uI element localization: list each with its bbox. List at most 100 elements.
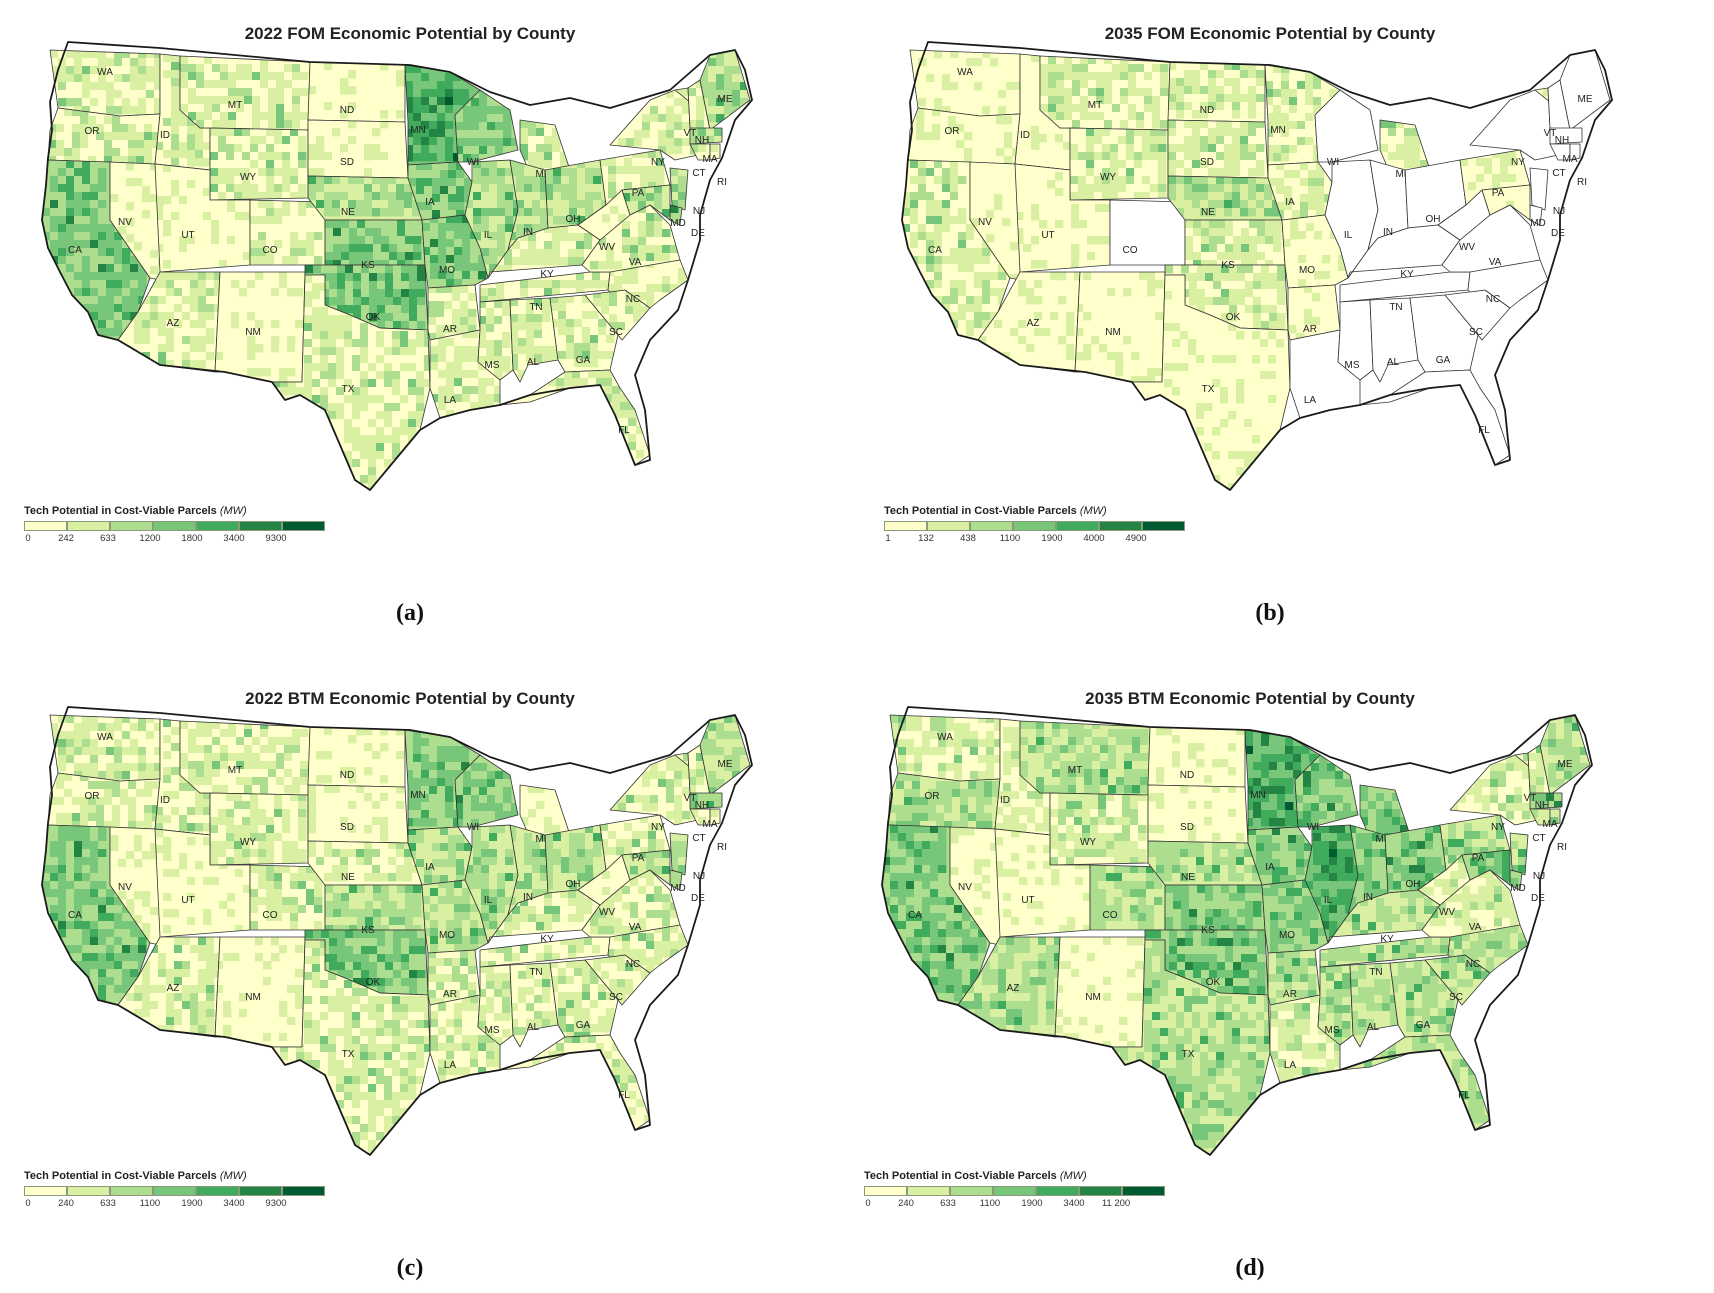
county-cell bbox=[481, 192, 490, 201]
county-cell bbox=[421, 137, 430, 146]
county-cell bbox=[163, 102, 172, 111]
county-cell bbox=[42, 208, 51, 217]
county-cell bbox=[118, 202, 127, 211]
county-cell bbox=[155, 142, 164, 151]
county-cell bbox=[526, 322, 535, 331]
county-cell bbox=[1123, 304, 1132, 313]
county-cell bbox=[163, 220, 172, 229]
county-cell bbox=[360, 435, 369, 444]
county-cell bbox=[1102, 184, 1111, 193]
county-cell bbox=[1388, 136, 1397, 145]
county-cell bbox=[440, 194, 449, 203]
county-cell bbox=[332, 168, 341, 177]
county-cell bbox=[1284, 194, 1293, 203]
county-cell bbox=[1015, 236, 1024, 245]
county-cell bbox=[1297, 89, 1306, 98]
county-cell bbox=[640, 182, 649, 191]
county-cell bbox=[1083, 272, 1092, 281]
county-cell bbox=[320, 315, 329, 324]
county-cell bbox=[1071, 204, 1080, 213]
county-cell bbox=[916, 116, 925, 125]
county-cell bbox=[416, 411, 425, 420]
county-cell bbox=[569, 176, 578, 185]
county-cell bbox=[247, 344, 256, 353]
county-cell bbox=[518, 362, 527, 371]
county-cell bbox=[1213, 305, 1222, 314]
county-cell bbox=[445, 145, 454, 154]
county-cell bbox=[1168, 160, 1177, 169]
county-cell bbox=[1091, 304, 1100, 313]
county-cell bbox=[628, 426, 637, 435]
county-cell bbox=[430, 223, 439, 232]
county-cell bbox=[666, 106, 675, 115]
county-cell bbox=[252, 64, 261, 73]
state-fill bbox=[1340, 272, 1470, 302]
county-cell bbox=[640, 174, 649, 183]
county-cell bbox=[670, 176, 679, 185]
county-cell bbox=[580, 378, 589, 387]
county-cell bbox=[950, 192, 959, 201]
county-cell bbox=[625, 314, 634, 323]
county-cell bbox=[179, 142, 188, 151]
county-cell bbox=[489, 216, 498, 225]
county-cell bbox=[1026, 272, 1035, 281]
county-cell bbox=[408, 347, 417, 356]
county-cell bbox=[82, 288, 91, 297]
county-cell bbox=[360, 419, 369, 428]
county-cell bbox=[542, 322, 551, 331]
county-cell bbox=[1200, 120, 1209, 129]
county-cell bbox=[666, 114, 675, 123]
county-cell bbox=[365, 260, 374, 265]
county-cell bbox=[1514, 193, 1523, 202]
county-cell bbox=[1245, 273, 1254, 282]
county-cell bbox=[542, 354, 551, 363]
county-cell bbox=[542, 338, 551, 347]
county-cell bbox=[171, 164, 180, 173]
county-cell bbox=[577, 216, 586, 225]
county-cell bbox=[1396, 128, 1405, 137]
county-cell bbox=[179, 260, 188, 269]
county-cell bbox=[155, 204, 164, 213]
county-cell bbox=[1197, 297, 1206, 306]
county-cell bbox=[250, 208, 259, 217]
county-cell bbox=[1180, 363, 1189, 372]
county-cell bbox=[462, 231, 471, 240]
county-cell bbox=[428, 317, 437, 326]
county-cell bbox=[393, 313, 402, 322]
county-cell bbox=[381, 244, 390, 253]
county-cell bbox=[640, 150, 649, 159]
county-cell bbox=[336, 435, 345, 444]
county-cell bbox=[244, 104, 253, 113]
county-cell bbox=[396, 200, 405, 209]
county-cell bbox=[582, 327, 591, 336]
county-cell bbox=[290, 232, 299, 241]
county-cell bbox=[1078, 192, 1087, 200]
state-id bbox=[1015, 54, 1070, 170]
county-cell bbox=[1168, 144, 1177, 153]
county-cell bbox=[1131, 368, 1140, 377]
county-cell bbox=[187, 126, 196, 135]
county-cell bbox=[324, 200, 333, 209]
county-cell bbox=[308, 86, 317, 95]
county-cell bbox=[180, 72, 189, 81]
county-cell bbox=[88, 132, 97, 141]
county-cell bbox=[1284, 162, 1293, 171]
county-cell bbox=[90, 66, 99, 75]
state-label-nv: NV bbox=[118, 217, 132, 228]
county-cell bbox=[978, 162, 987, 171]
county-cell bbox=[179, 188, 188, 197]
county-cell bbox=[1107, 328, 1116, 337]
county-cell bbox=[292, 72, 301, 81]
county-cell bbox=[1144, 64, 1153, 73]
county-cell bbox=[236, 80, 245, 89]
county-cell bbox=[340, 144, 349, 153]
county-cell bbox=[187, 236, 196, 245]
county-cell bbox=[1265, 65, 1274, 74]
county-cell bbox=[1134, 184, 1143, 193]
county-cell bbox=[1200, 192, 1209, 201]
county-cell bbox=[50, 224, 59, 233]
county-cell bbox=[316, 144, 325, 153]
county-cell bbox=[471, 146, 480, 155]
county-cell bbox=[1023, 220, 1032, 229]
county-cell bbox=[706, 128, 715, 137]
